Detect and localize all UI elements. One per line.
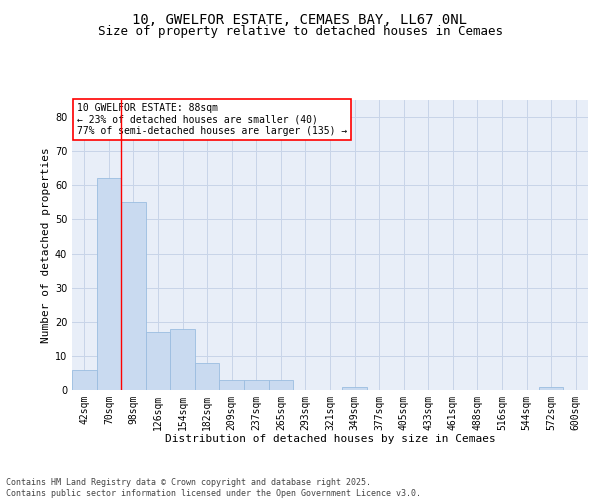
Bar bbox=[170, 328, 195, 390]
Bar bbox=[342, 386, 367, 390]
Text: 10 GWELFOR ESTATE: 88sqm
← 23% of detached houses are smaller (40)
77% of semi-d: 10 GWELFOR ESTATE: 88sqm ← 23% of detach… bbox=[77, 103, 347, 136]
Y-axis label: Number of detached properties: Number of detached properties bbox=[41, 147, 50, 343]
Bar bbox=[97, 178, 121, 390]
Bar bbox=[146, 332, 170, 390]
Text: 10, GWELFOR ESTATE, CEMAES BAY, LL67 0NL: 10, GWELFOR ESTATE, CEMAES BAY, LL67 0NL bbox=[133, 12, 467, 26]
Bar bbox=[269, 380, 293, 390]
Bar bbox=[121, 202, 146, 390]
Bar bbox=[195, 362, 220, 390]
Bar bbox=[539, 386, 563, 390]
Bar bbox=[244, 380, 269, 390]
Bar bbox=[220, 380, 244, 390]
X-axis label: Distribution of detached houses by size in Cemaes: Distribution of detached houses by size … bbox=[164, 434, 496, 444]
Text: Contains HM Land Registry data © Crown copyright and database right 2025.
Contai: Contains HM Land Registry data © Crown c… bbox=[6, 478, 421, 498]
Text: Size of property relative to detached houses in Cemaes: Size of property relative to detached ho… bbox=[97, 25, 503, 38]
Bar bbox=[72, 370, 97, 390]
